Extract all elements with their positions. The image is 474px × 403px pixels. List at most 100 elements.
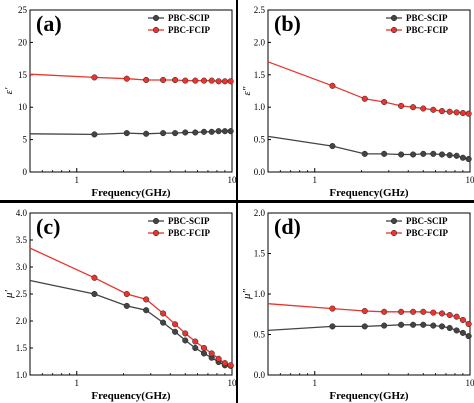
- data-point: [143, 296, 150, 303]
- data-point: [200, 350, 208, 357]
- y-tick-label: 2.0: [254, 208, 266, 218]
- y-axis-title: μ″: [241, 289, 253, 301]
- legend-label: PBC-SCIP: [168, 13, 210, 23]
- legend-marker: [390, 14, 398, 22]
- y-axis-title: ε′: [3, 87, 15, 94]
- panel-c: 1.0 1.5 2.0 2.5 3.0 3.5 4.0 1 10 Frequency(GHz) μ′…: [0, 203, 236, 403]
- data-point: [453, 327, 460, 334]
- data-point: [208, 77, 215, 84]
- data-point: [453, 152, 460, 159]
- panel-a: 0 5 10 15 20 25 1 10 Frequency(GHz) ε′ (a) PBC-SCIP…: [0, 0, 236, 200]
- legend-label: PBC-FCIP: [168, 228, 210, 238]
- x-axis-title: Frequency(GHz): [91, 187, 171, 199]
- legend-marker: [390, 229, 398, 237]
- data-point: [172, 328, 179, 335]
- legend-marker: [152, 229, 160, 237]
- data-point: [398, 102, 405, 109]
- data-point: [91, 74, 98, 81]
- data-point: [381, 308, 388, 315]
- legend-label: PBC-FCIP: [406, 228, 448, 238]
- data-point: [192, 344, 199, 352]
- series-line-pbc-fcip: [267, 61, 469, 115]
- series-line-pbc-scip: [267, 135, 469, 160]
- axes-frame: [267, 9, 471, 173]
- y-tick-label: 0: [23, 167, 28, 177]
- y-tick-label: 0.5: [254, 330, 266, 340]
- data-point: [143, 76, 150, 84]
- data-point: [438, 323, 446, 330]
- data-point: [160, 310, 167, 317]
- y-tick-label: 3.0: [16, 262, 28, 272]
- data-point: [123, 130, 130, 137]
- data-point: [465, 110, 472, 117]
- data-point: [192, 77, 199, 84]
- data-point: [192, 338, 199, 345]
- data-point: [465, 320, 472, 328]
- x-axis-title: Frequency(GHz): [91, 390, 171, 402]
- y-tick-label: 2.5: [16, 289, 28, 299]
- data-point: [172, 321, 179, 328]
- data-point: [215, 128, 222, 135]
- data-point: [123, 75, 130, 82]
- data-point: [398, 151, 405, 158]
- y-tick-label: 5: [23, 135, 28, 145]
- y-tick-label: 1.0: [16, 370, 28, 380]
- y-tick-label: 1.5: [16, 343, 28, 353]
- y-tick-label: 1.0: [254, 289, 266, 299]
- y-tick-label: 20: [18, 37, 28, 47]
- data-point: [200, 77, 208, 84]
- y-tick-label: 2.0: [254, 37, 266, 47]
- data-point: [459, 316, 466, 323]
- data-point: [160, 319, 167, 326]
- data-point: [446, 324, 453, 332]
- data-point: [398, 308, 405, 315]
- y-tick-label: 15: [18, 70, 28, 80]
- data-point: [227, 362, 234, 369]
- panel-label: (d): [274, 214, 301, 239]
- y-tick-label: 1.5: [254, 249, 266, 259]
- y-tick-label: 0.0: [254, 167, 266, 177]
- data-point: [381, 322, 388, 329]
- x-tick-label: 10: [466, 175, 474, 185]
- data-point: [182, 129, 189, 136]
- x-tick-label: 10: [228, 175, 237, 185]
- data-point: [381, 150, 388, 157]
- data-point: [420, 105, 427, 112]
- data-point: [430, 309, 437, 316]
- data-point: [221, 360, 228, 367]
- panel-label: (a): [36, 11, 62, 36]
- data-point: [465, 333, 472, 340]
- data-point: [221, 78, 228, 85]
- data-point: [329, 323, 336, 330]
- y-tick-label: 25: [18, 5, 28, 15]
- series-line-pbc-scip: [29, 279, 231, 367]
- data-point: [438, 310, 446, 317]
- data-point: [361, 307, 368, 315]
- data-point: [361, 323, 368, 330]
- x-tick-label: 1: [74, 175, 79, 185]
- data-point: [215, 78, 222, 85]
- legend-label: PBC-SCIP: [406, 216, 448, 226]
- data-point: [446, 152, 453, 159]
- data-point: [208, 128, 215, 135]
- legend-marker: [152, 26, 160, 34]
- y-axis-title: ε″: [241, 86, 253, 95]
- series-line-pbc-scip: [29, 130, 231, 136]
- data-point: [91, 274, 98, 281]
- series-line-pbc-fcip: [29, 73, 231, 82]
- data-point: [143, 130, 150, 137]
- x-tick-label: 1: [312, 175, 317, 185]
- legend-label: PBC-SCIP: [406, 13, 448, 23]
- data-point: [459, 154, 466, 161]
- series-line-pbc-scip: [267, 324, 469, 337]
- data-point: [200, 344, 208, 352]
- data-point: [172, 76, 179, 84]
- panel-label: (b): [274, 11, 301, 36]
- x-axis-title: Frequency(GHz): [329, 390, 409, 402]
- y-tick-label: 0.0: [254, 370, 266, 380]
- y-tick-label: 3.5: [16, 235, 28, 245]
- y-tick-label: 10: [18, 102, 28, 112]
- data-point: [208, 350, 215, 357]
- data-point: [361, 95, 368, 102]
- data-point: [182, 330, 189, 337]
